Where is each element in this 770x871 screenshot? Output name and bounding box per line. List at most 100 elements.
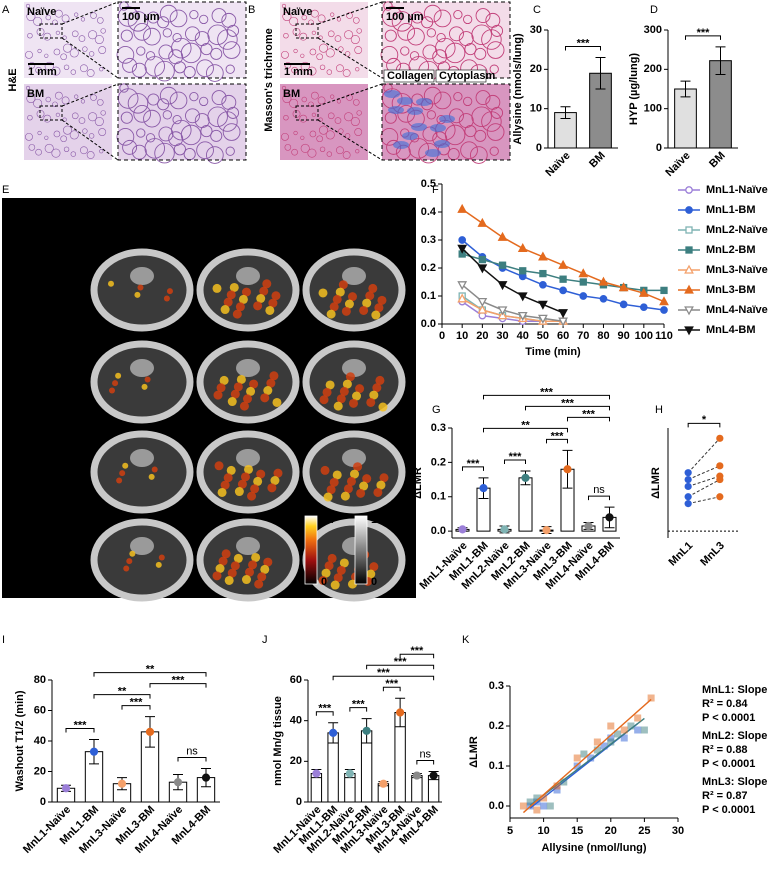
fit-annotation: MnL1: Slope = 0.011 bbox=[702, 684, 770, 696]
legend-label: MnL3-BM bbox=[706, 284, 756, 296]
mri-signal bbox=[229, 282, 239, 292]
scatter-point bbox=[593, 738, 601, 746]
mri-signal bbox=[320, 465, 330, 475]
scatter-point bbox=[553, 782, 561, 790]
colorbar-label: 5k bbox=[321, 514, 334, 526]
mri-signal bbox=[376, 480, 386, 490]
scatter-point bbox=[553, 786, 561, 794]
marker bbox=[538, 300, 548, 310]
y-tick-label: 20 bbox=[34, 765, 46, 777]
panel-letter: J bbox=[262, 634, 268, 646]
tissue-texture bbox=[463, 14, 473, 25]
mri-signal bbox=[327, 553, 337, 563]
tissue-texture bbox=[308, 101, 314, 107]
tissue-texture bbox=[98, 46, 107, 54]
tissue-texture bbox=[173, 143, 186, 156]
mri-signal bbox=[230, 389, 240, 399]
tissue-texture bbox=[291, 148, 298, 156]
mri-body bbox=[90, 340, 194, 424]
significance-label: ** bbox=[118, 686, 127, 698]
mri-spine bbox=[342, 267, 366, 285]
marker bbox=[457, 293, 468, 303]
mri-signal bbox=[123, 565, 130, 572]
tissue-texture bbox=[36, 27, 45, 36]
tissue-texture bbox=[475, 90, 491, 106]
x-axis-label: Time (min) bbox=[525, 346, 581, 358]
tissue-texture bbox=[80, 17, 86, 22]
colorbar bbox=[354, 515, 368, 585]
marker bbox=[457, 281, 468, 291]
marker bbox=[498, 261, 507, 269]
y-axis-label: ΔLMR bbox=[650, 467, 662, 499]
scatter-point bbox=[540, 794, 548, 802]
mri-signal bbox=[366, 569, 376, 579]
mri-spine bbox=[236, 537, 260, 555]
tissue-texture bbox=[94, 35, 104, 45]
mri-signal bbox=[129, 550, 136, 557]
tissue-texture bbox=[171, 119, 192, 141]
tissue-texture bbox=[330, 12, 335, 17]
tissue-texture bbox=[281, 3, 287, 9]
mri-signal bbox=[266, 378, 276, 388]
tissue-texture bbox=[222, 41, 241, 59]
tissue-texture bbox=[133, 105, 152, 123]
mri-signal bbox=[267, 483, 277, 493]
y-axis-label: Allysine (nmols/lung) bbox=[512, 33, 524, 145]
mri-signal bbox=[242, 394, 252, 404]
tissue-texture bbox=[96, 99, 104, 106]
tissue-texture bbox=[426, 28, 436, 38]
significance-label: *** bbox=[697, 27, 711, 39]
error-bar bbox=[715, 46, 726, 75]
collagen-patch bbox=[402, 132, 418, 140]
y-tick-label: 60 bbox=[34, 704, 46, 716]
tissue-texture bbox=[96, 17, 104, 24]
tissue-texture bbox=[82, 128, 88, 134]
significance-label: ns bbox=[593, 484, 605, 496]
inset-link bbox=[61, 37, 119, 79]
y-tick-label: 0.3 bbox=[421, 234, 436, 246]
group-marker bbox=[117, 779, 127, 788]
mri-signal bbox=[119, 470, 126, 477]
marker bbox=[558, 317, 568, 327]
tissue-texture bbox=[338, 128, 344, 134]
mri-spine bbox=[236, 267, 260, 285]
mri-column-header: BM bbox=[345, 212, 362, 224]
tissue-texture bbox=[422, 44, 438, 60]
tissue-texture bbox=[444, 42, 466, 64]
tissue-texture bbox=[78, 117, 86, 124]
mri-signal bbox=[244, 464, 254, 474]
y-tick-label: 0 bbox=[656, 142, 662, 154]
mri-signal bbox=[240, 472, 250, 482]
tissue-texture bbox=[486, 41, 505, 59]
tissue-texture bbox=[199, 96, 209, 107]
tissue-texture bbox=[78, 35, 86, 42]
tissue-texture bbox=[147, 93, 160, 106]
marker bbox=[618, 282, 629, 292]
row-label: BM bbox=[283, 88, 300, 100]
tissue-texture bbox=[291, 66, 298, 74]
error-bar bbox=[560, 106, 571, 119]
collagen-patch bbox=[439, 115, 455, 123]
tissue-texture bbox=[116, 45, 135, 64]
marker bbox=[458, 236, 467, 244]
tissue-texture bbox=[52, 101, 58, 107]
mri-signal bbox=[256, 469, 266, 479]
mri-signal bbox=[260, 393, 270, 403]
tissue-texture bbox=[490, 106, 504, 119]
tissue-texture bbox=[300, 143, 310, 153]
tissue-texture bbox=[449, 26, 464, 42]
marker bbox=[685, 206, 693, 214]
mri-signal bbox=[141, 383, 148, 390]
marker bbox=[478, 255, 487, 264]
tissue-texture bbox=[26, 94, 36, 104]
tissue-texture bbox=[144, 138, 165, 159]
mri-signal bbox=[347, 292, 357, 302]
tissue-texture bbox=[293, 130, 298, 136]
mri-signal bbox=[321, 568, 331, 578]
tissue-texture bbox=[281, 85, 287, 91]
mri-signal bbox=[378, 402, 388, 412]
tissue-texture bbox=[336, 99, 342, 104]
tissue-texture bbox=[474, 47, 487, 60]
tissue-texture bbox=[411, 11, 424, 24]
legend-label: MnL3-Naïve bbox=[706, 264, 768, 276]
